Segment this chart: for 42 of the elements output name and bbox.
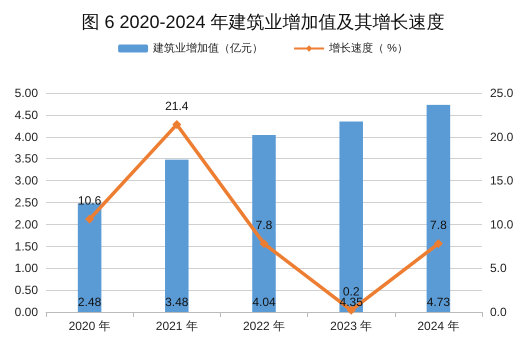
- y2-tick-label: 0.0: [490, 305, 508, 319]
- data-label: 4.73: [426, 295, 450, 309]
- bar: [165, 160, 189, 312]
- point: [172, 120, 182, 130]
- data-label: 0.2: [342, 284, 360, 299]
- bar: [426, 104, 450, 312]
- x-tick-label: 2023 年: [330, 319, 372, 333]
- y2-tick-label: 20.0: [490, 130, 514, 144]
- legend-label: 建筑业增加值（亿元）: [152, 42, 264, 54]
- bar: [339, 121, 363, 312]
- y2-tick-label: 25.0: [490, 86, 514, 100]
- y-tick-label: 0.50: [14, 283, 38, 298]
- point: [260, 239, 268, 248]
- x-tick-label: 2024 年: [417, 319, 460, 333]
- y-tick-label: 2.00: [14, 217, 38, 232]
- point: [434, 239, 443, 248]
- y-tick-label: 4.50: [14, 108, 38, 122]
- bar: [78, 203, 102, 312]
- y-tick-label: 4.00: [14, 130, 38, 144]
- legend-label: 增长速度（ %）: [328, 42, 408, 54]
- x-tick-label: 2022 年: [242, 319, 286, 333]
- y-tick-label: 3.50: [14, 152, 38, 166]
- y2-tick-label: 10.0: [490, 217, 514, 232]
- y-tick-label: 1.00: [14, 261, 38, 276]
- data-label: 2.48: [78, 295, 102, 309]
- y-tick-label: 0.00: [14, 305, 38, 319]
- x-tick-label: 2020 年: [68, 319, 111, 333]
- y-tick-label: 5.00: [14, 86, 38, 100]
- y2-tick-label: 15.0: [490, 174, 514, 188]
- data-label: 7.8: [256, 218, 273, 232]
- y-tick-label: 3.00: [14, 174, 38, 188]
- y-tick-label: 2.50: [14, 196, 38, 210]
- data-label: 7.8: [430, 218, 448, 232]
- data-label: 3.48: [165, 295, 189, 309]
- data-label: 4.04: [252, 295, 276, 309]
- y2-tick-label: 5.0: [490, 261, 508, 276]
- chart-title: 图 6 2020-2024 年建筑业增加值及其增长速度: [81, 12, 445, 32]
- y-tick-label: 1.50: [14, 239, 38, 254]
- bar: [252, 135, 276, 312]
- x-tick-label: 2021 年: [156, 319, 198, 333]
- point: [85, 214, 94, 224]
- data-label: 21.4: [165, 99, 189, 114]
